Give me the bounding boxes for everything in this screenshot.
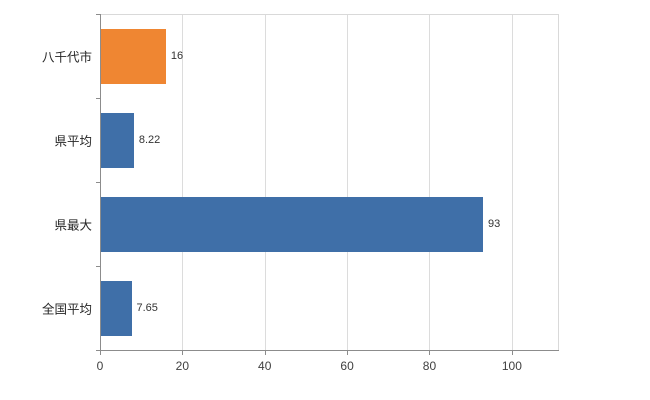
y-axis-tick — [96, 266, 100, 267]
y-axis-tick — [96, 98, 100, 99]
bar-value-label: 8.22 — [138, 134, 161, 146]
category-label: 全国平均 — [41, 302, 92, 317]
gridline — [264, 14, 266, 350]
y-axis-tick — [96, 182, 100, 183]
category-label: 八千代市 — [41, 50, 92, 65]
x-axis-tick — [429, 351, 431, 355]
x-axis-tick — [511, 351, 513, 355]
gridline — [347, 14, 349, 350]
gridline — [429, 14, 431, 350]
x-axis-line — [100, 350, 559, 351]
bar-value-label: 93 — [488, 218, 501, 230]
category-label: 県最大 — [54, 218, 92, 233]
bar-value-label: 7.65 — [136, 302, 158, 314]
plot-border-right — [558, 14, 559, 350]
x-axis-tick — [182, 351, 184, 355]
x-axis-tick — [264, 351, 266, 355]
x-tick-label: 100 — [501, 359, 522, 373]
gridline — [511, 14, 513, 350]
category-label: 県平均 — [54, 134, 92, 149]
bar-県最大[interactable] — [101, 196, 484, 252]
gridline — [182, 14, 184, 350]
bar-全国平均[interactable] — [101, 280, 132, 336]
bar-県平均[interactable] — [101, 112, 134, 168]
x-axis-tick — [100, 351, 101, 355]
x-tick-label: 20 — [175, 359, 190, 373]
x-axis-tick — [347, 351, 349, 355]
x-tick-label: 80 — [422, 359, 437, 373]
y-axis-line — [100, 14, 101, 351]
y-axis-tick — [96, 14, 100, 15]
x-tick-label: 40 — [258, 359, 272, 373]
x-tick-label: 60 — [340, 359, 354, 373]
bar-value-label: 16 — [170, 50, 184, 62]
x-tick-label: 0 — [96, 359, 104, 373]
bar-八千代市[interactable] — [101, 28, 166, 84]
plot-border-top — [100, 14, 558, 15]
y-axis-tick — [96, 350, 100, 351]
